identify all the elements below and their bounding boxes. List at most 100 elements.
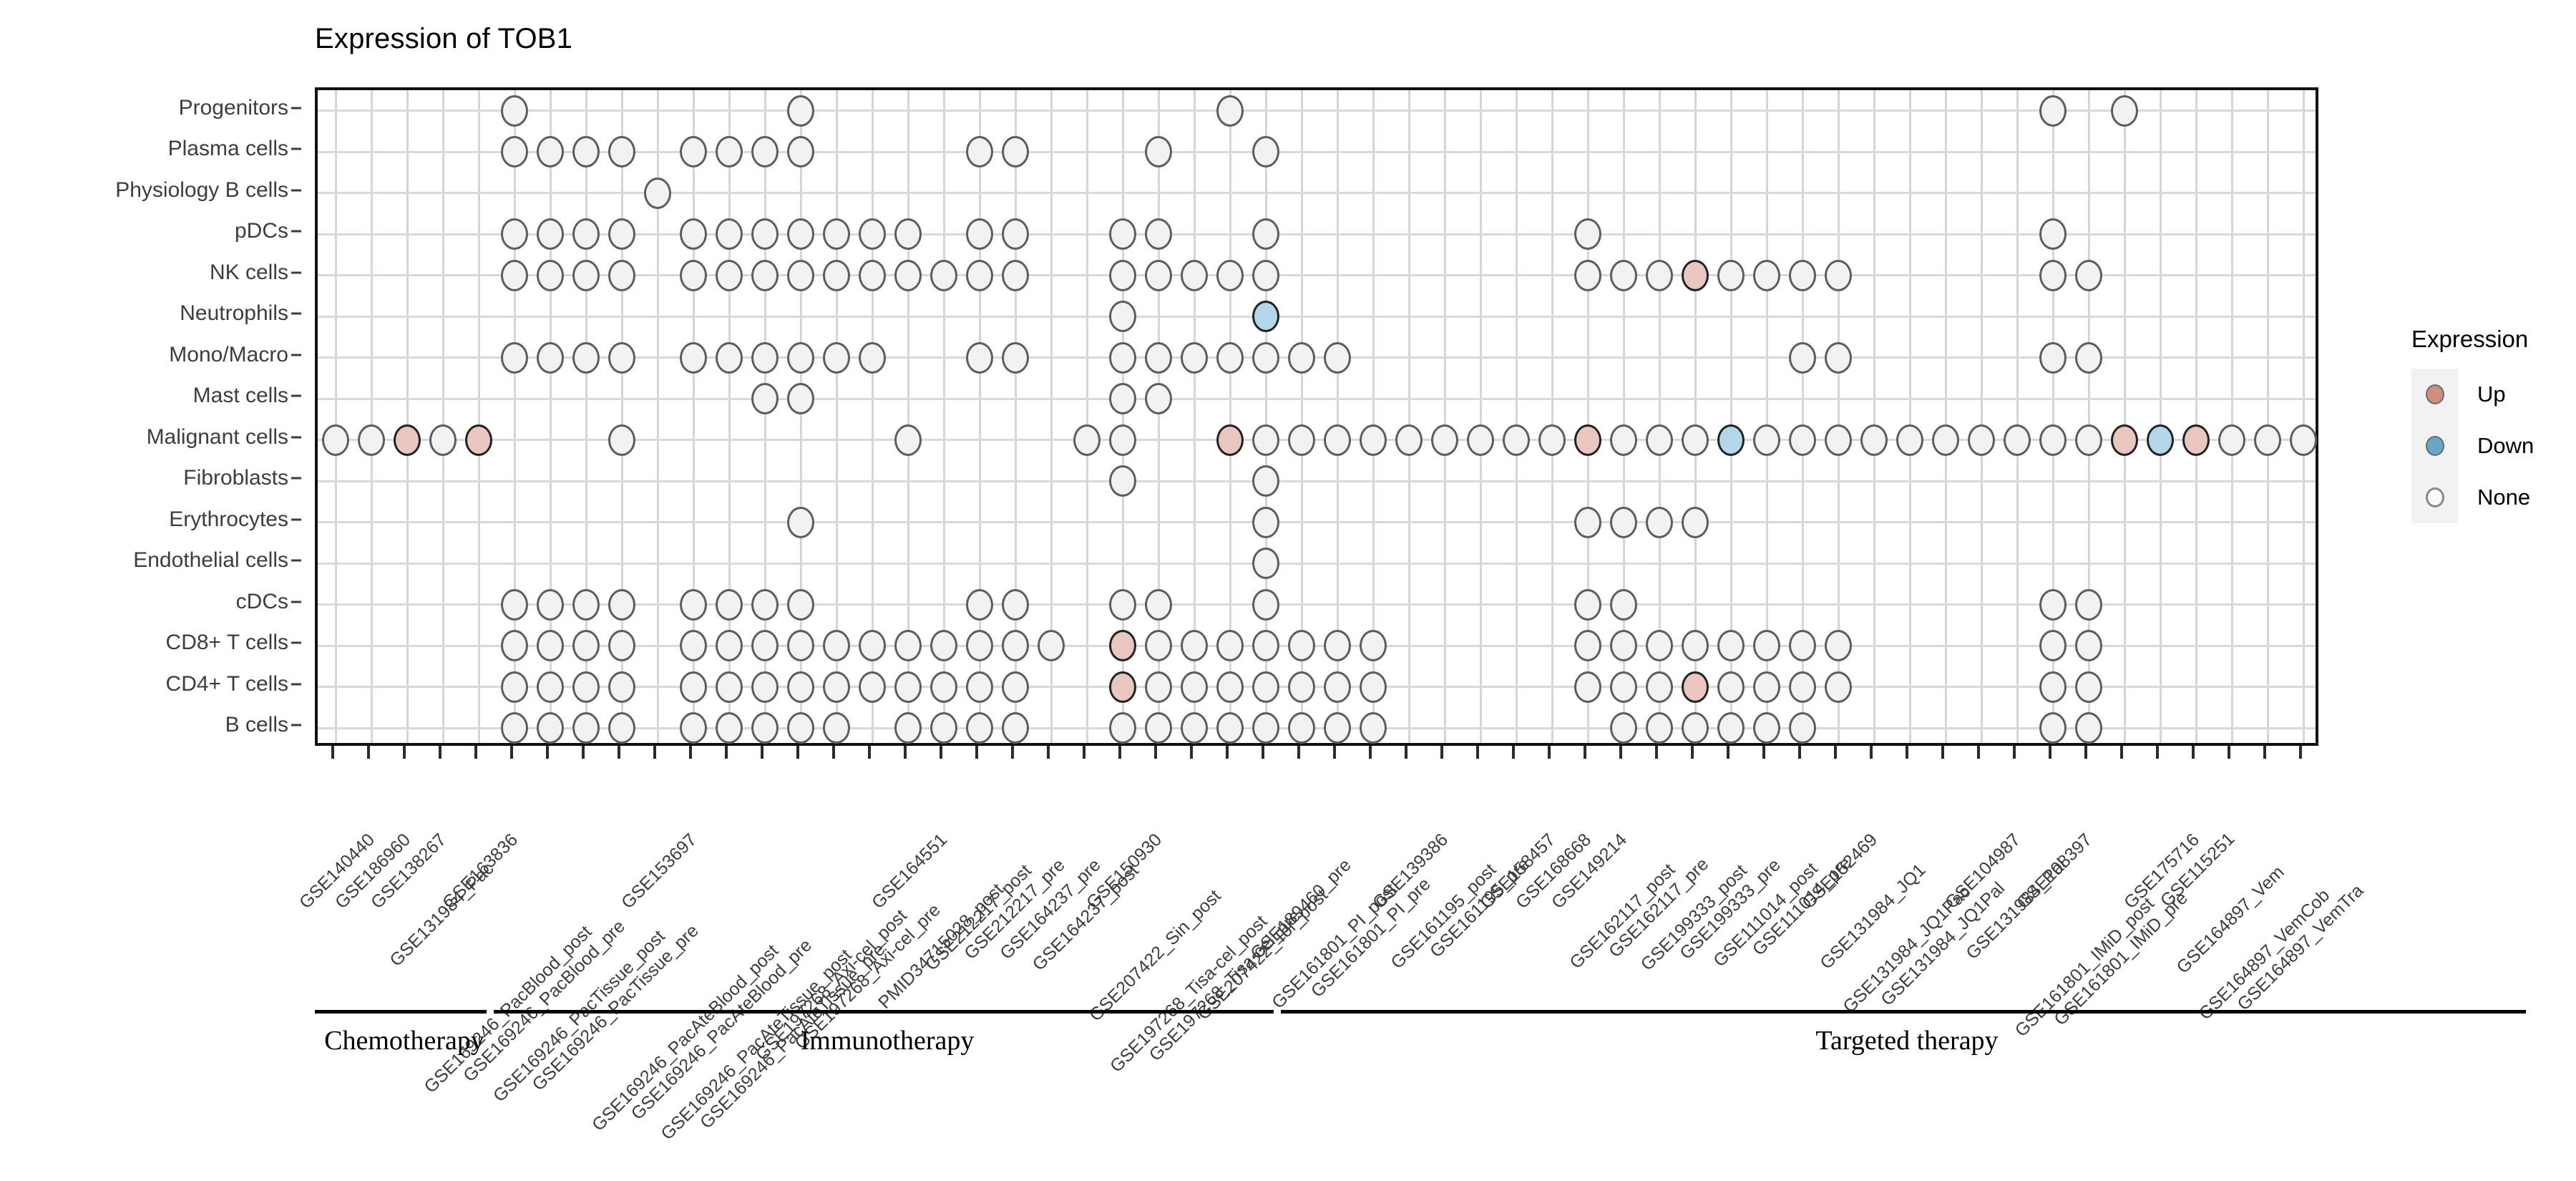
- expression-dot[interactable]: [787, 94, 814, 127]
- expression-dot[interactable]: [1825, 630, 1852, 662]
- expression-dot[interactable]: [1252, 712, 1279, 744]
- expression-dot[interactable]: [1324, 424, 1351, 456]
- expression-dot[interactable]: [1717, 259, 1745, 291]
- expression-dot[interactable]: [572, 218, 600, 251]
- expression-dot[interactable]: [1252, 630, 1279, 662]
- expression-dot[interactable]: [1145, 259, 1172, 291]
- expression-dot[interactable]: [751, 136, 779, 168]
- expression-dot[interactable]: [751, 218, 779, 251]
- expression-dot[interactable]: [966, 259, 993, 291]
- expression-dot[interactable]: [1109, 671, 1136, 703]
- expression-dot[interactable]: [1145, 712, 1172, 744]
- expression-dot[interactable]: [1395, 424, 1423, 456]
- expression-dot[interactable]: [1789, 630, 1816, 662]
- expression-dot[interactable]: [716, 630, 743, 662]
- expression-dot[interactable]: [644, 177, 671, 209]
- expression-dot[interactable]: [608, 630, 635, 662]
- expression-dot[interactable]: [501, 341, 528, 374]
- expression-dot[interactable]: [1360, 630, 1387, 662]
- expression-dot[interactable]: [537, 588, 564, 621]
- expression-dot[interactable]: [1753, 712, 1780, 744]
- expression-dot[interactable]: [1753, 424, 1780, 456]
- expression-dot[interactable]: [1682, 630, 1709, 662]
- expression-dot[interactable]: [1360, 671, 1387, 703]
- expression-dot[interactable]: [1324, 630, 1351, 662]
- expression-dot[interactable]: [322, 424, 349, 456]
- expression-dot[interactable]: [1109, 383, 1136, 415]
- expression-dot[interactable]: [1002, 259, 1029, 291]
- expression-dot[interactable]: [2039, 259, 2067, 291]
- expression-dot[interactable]: [1252, 218, 1279, 251]
- expression-dot[interactable]: [787, 588, 814, 621]
- expression-dot[interactable]: [859, 671, 886, 703]
- expression-dot[interactable]: [1789, 424, 1816, 456]
- expression-dot[interactable]: [1646, 506, 1673, 538]
- expression-dot[interactable]: [1002, 630, 1029, 662]
- expression-dot[interactable]: [1252, 259, 1279, 291]
- expression-dot[interactable]: [823, 671, 850, 703]
- expression-dot[interactable]: [1682, 259, 1709, 291]
- expression-dot[interactable]: [1145, 383, 1172, 415]
- expression-dot[interactable]: [1682, 424, 1709, 456]
- expression-dot[interactable]: [501, 94, 528, 127]
- expression-dot[interactable]: [1145, 671, 1172, 703]
- expression-dot[interactable]: [751, 383, 779, 415]
- expression-dot[interactable]: [1038, 630, 1065, 662]
- expression-dot[interactable]: [930, 259, 957, 291]
- expression-dot[interactable]: [1252, 588, 1279, 621]
- expression-dot[interactable]: [680, 630, 707, 662]
- expression-dot[interactable]: [2075, 630, 2102, 662]
- expression-dot[interactable]: [823, 630, 850, 662]
- expression-dot[interactable]: [1181, 630, 1208, 662]
- expression-dot[interactable]: [966, 588, 993, 621]
- expression-dot[interactable]: [1109, 630, 1136, 662]
- expression-dot[interactable]: [608, 341, 635, 374]
- expression-dot[interactable]: [2039, 671, 2067, 703]
- expression-dot[interactable]: [2039, 218, 2067, 251]
- expression-dot[interactable]: [787, 506, 814, 538]
- expression-dot[interactable]: [787, 630, 814, 662]
- expression-dot[interactable]: [680, 712, 707, 744]
- expression-dot[interactable]: [1109, 301, 1136, 333]
- expression-dot[interactable]: [1717, 424, 1745, 456]
- expression-dot[interactable]: [1002, 671, 1029, 703]
- expression-dot[interactable]: [1252, 506, 1279, 538]
- expression-dot[interactable]: [501, 259, 528, 291]
- expression-dot[interactable]: [716, 341, 743, 374]
- expression-dot[interactable]: [716, 259, 743, 291]
- expression-dot[interactable]: [1145, 341, 1172, 374]
- expression-dot[interactable]: [572, 630, 600, 662]
- expression-dot[interactable]: [501, 588, 528, 621]
- expression-dot[interactable]: [1932, 424, 1959, 456]
- legend-item[interactable]: None: [2411, 472, 2576, 523]
- expression-dot[interactable]: [1145, 218, 1172, 251]
- expression-dot[interactable]: [1717, 630, 1745, 662]
- expression-dot[interactable]: [1431, 424, 1458, 456]
- expression-dot[interactable]: [680, 341, 707, 374]
- expression-dot[interactable]: [966, 671, 993, 703]
- expression-dot[interactable]: [1610, 671, 1637, 703]
- expression-dot[interactable]: [1574, 259, 1601, 291]
- expression-dot[interactable]: [1860, 424, 1888, 456]
- expression-dot[interactable]: [751, 712, 779, 744]
- expression-dot[interactable]: [2290, 424, 2317, 456]
- expression-dot[interactable]: [1002, 218, 1029, 251]
- expression-dot[interactable]: [1467, 424, 1494, 456]
- expression-dot[interactable]: [2004, 424, 2031, 456]
- expression-dot[interactable]: [680, 136, 707, 168]
- expression-dot[interactable]: [1503, 424, 1530, 456]
- expression-dot[interactable]: [1968, 424, 1995, 456]
- expression-dot[interactable]: [1896, 424, 1923, 456]
- expression-dot[interactable]: [894, 671, 922, 703]
- expression-dot[interactable]: [1109, 218, 1136, 251]
- expression-dot[interactable]: [1682, 506, 1709, 538]
- expression-dot[interactable]: [572, 341, 600, 374]
- expression-dot[interactable]: [1145, 630, 1172, 662]
- expression-dot[interactable]: [1109, 341, 1136, 374]
- expression-dot[interactable]: [537, 712, 564, 744]
- expression-dot[interactable]: [1181, 671, 1208, 703]
- expression-dot[interactable]: [716, 218, 743, 251]
- expression-dot[interactable]: [572, 712, 600, 744]
- expression-dot[interactable]: [2147, 424, 2174, 456]
- expression-dot[interactable]: [429, 424, 457, 456]
